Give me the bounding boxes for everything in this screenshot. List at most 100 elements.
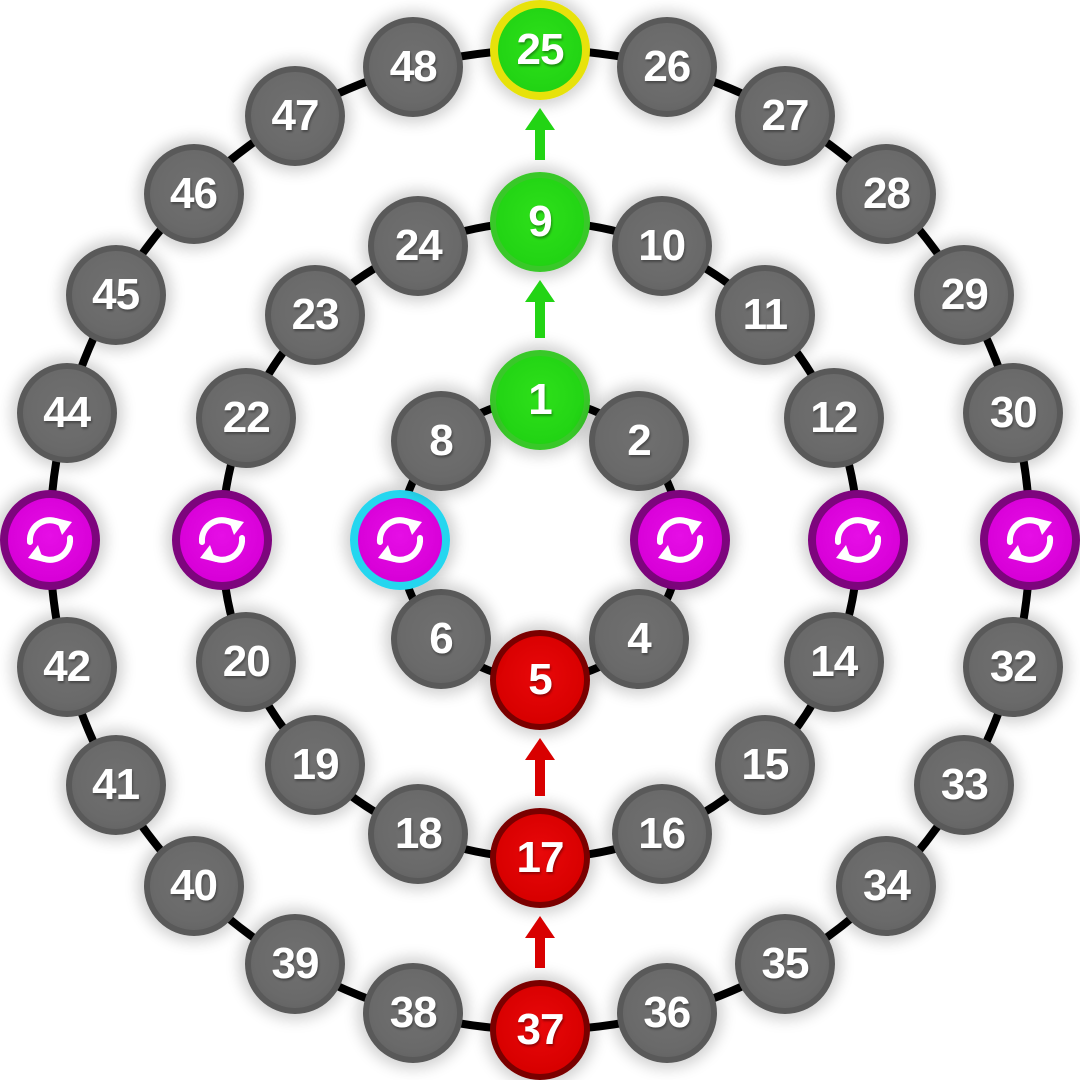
- node-10[interactable]: 10: [611, 196, 712, 297]
- node-label: 20: [222, 636, 271, 686]
- node-label: 11: [742, 290, 789, 340]
- node-40[interactable]: 40: [143, 836, 244, 937]
- node-22[interactable]: 22: [196, 368, 297, 469]
- node-label: 37: [516, 1005, 565, 1054]
- node-label: 36: [643, 988, 691, 1038]
- node-label: 42: [43, 641, 91, 691]
- node-label: 44: [43, 388, 91, 438]
- node-17[interactable]: 17: [490, 808, 590, 908]
- node-2[interactable]: 2: [588, 391, 689, 491]
- node-14[interactable]: 14: [783, 611, 884, 712]
- arrow-up-red: [525, 916, 555, 968]
- node-label: 1: [528, 375, 553, 424]
- node-label: 5: [528, 655, 553, 704]
- node-11[interactable]: 11: [714, 265, 815, 366]
- node-label: 2: [627, 416, 652, 465]
- node-swap-middle[interactable]: [172, 490, 272, 590]
- node-1[interactable]: 1: [490, 350, 590, 450]
- node-18[interactable]: 18: [368, 783, 469, 884]
- node-12[interactable]: 12: [783, 368, 884, 469]
- node-9[interactable]: 9: [490, 172, 590, 272]
- node-20[interactable]: 20: [196, 611, 297, 712]
- node-32[interactable]: 32: [963, 616, 1064, 717]
- node-29[interactable]: 29: [914, 245, 1015, 345]
- arrow-up-red: [525, 738, 555, 796]
- node-label: 18: [394, 808, 443, 858]
- node-38[interactable]: 38: [363, 963, 464, 1064]
- node-27[interactable]: 27: [735, 65, 835, 166]
- node-36[interactable]: 36: [616, 963, 717, 1064]
- node-28[interactable]: 28: [836, 143, 937, 244]
- node-41[interactable]: 41: [65, 735, 166, 835]
- node-44[interactable]: 44: [16, 363, 117, 464]
- node-label: 46: [170, 168, 218, 218]
- refresh-icon: [198, 517, 246, 563]
- node-label: 6: [429, 613, 454, 663]
- node-label: 19: [291, 739, 340, 789]
- node-label: 39: [271, 939, 320, 989]
- node-label: 8: [429, 416, 454, 465]
- arrow-up-green: [525, 280, 555, 338]
- node-swap-outer[interactable]: [0, 490, 100, 590]
- node-24[interactable]: 24: [368, 196, 469, 297]
- node-label: 9: [528, 197, 553, 246]
- node-8[interactable]: 8: [391, 391, 491, 491]
- node-label: 33: [940, 760, 989, 809]
- node-label: 29: [940, 270, 989, 319]
- node-19[interactable]: 19: [265, 714, 366, 815]
- node-label: 28: [862, 168, 911, 218]
- node-label: 22: [222, 393, 271, 443]
- node-34[interactable]: 34: [836, 836, 937, 937]
- node-label: 15: [741, 739, 789, 789]
- node-46[interactable]: 46: [143, 143, 244, 244]
- refresh-icon: [656, 517, 704, 563]
- node-23[interactable]: 23: [265, 265, 366, 366]
- node-5[interactable]: 5: [490, 630, 590, 730]
- node-33[interactable]: 33: [914, 735, 1015, 835]
- node-label: 4: [627, 613, 652, 663]
- node-45[interactable]: 45: [65, 245, 166, 345]
- node-4[interactable]: 4: [588, 588, 689, 689]
- node-label: 45: [92, 270, 140, 319]
- node-label: 38: [389, 988, 438, 1038]
- refresh-icon: [376, 517, 424, 563]
- node-35[interactable]: 35: [735, 914, 835, 1015]
- node-label: 25: [516, 25, 565, 74]
- refresh-icon: [26, 517, 74, 563]
- node-39[interactable]: 39: [245, 914, 345, 1015]
- node-label: 32: [989, 641, 1038, 691]
- node-15[interactable]: 15: [714, 714, 815, 815]
- refresh-icon: [1006, 517, 1054, 563]
- node-label: 24: [394, 221, 443, 271]
- node-label: 40: [170, 861, 218, 911]
- node-47[interactable]: 47: [245, 65, 345, 166]
- node-label: 35: [761, 939, 810, 989]
- node-label: 47: [271, 90, 320, 140]
- node-37[interactable]: 37: [490, 980, 590, 1080]
- node-label: 16: [638, 808, 686, 858]
- node-label: 27: [761, 90, 810, 140]
- node-label: 48: [389, 41, 438, 91]
- node-label: 14: [810, 636, 858, 686]
- node-48[interactable]: 48: [363, 16, 464, 117]
- node-30[interactable]: 30: [963, 363, 1064, 464]
- node-label: 23: [291, 290, 340, 340]
- node-42[interactable]: 42: [16, 616, 117, 717]
- node-label: 10: [638, 221, 686, 271]
- node-6[interactable]: 6: [391, 588, 491, 689]
- node-label: 41: [92, 760, 140, 809]
- node-label: 26: [643, 41, 691, 91]
- node-label: 17: [516, 833, 565, 882]
- node-26[interactable]: 26: [616, 16, 717, 117]
- node-label: 30: [989, 388, 1038, 438]
- node-25[interactable]: 25: [490, 0, 590, 100]
- node-swap-inner[interactable]: [630, 490, 730, 590]
- node-16[interactable]: 16: [611, 783, 712, 884]
- node-swap-middle[interactable]: [808, 490, 908, 590]
- node-swap-inner[interactable]: [350, 490, 450, 590]
- arrow-up-green: [525, 108, 555, 160]
- refresh-icon: [834, 517, 882, 563]
- node-label: 34: [862, 861, 911, 911]
- node-swap-outer[interactable]: [980, 490, 1080, 590]
